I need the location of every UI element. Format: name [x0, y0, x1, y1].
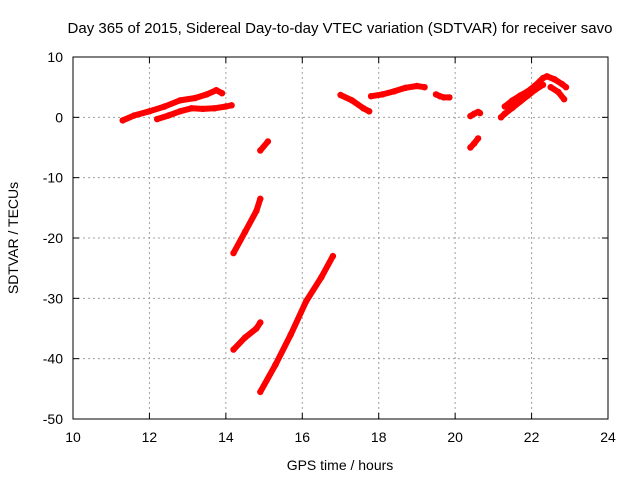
- data-point: [253, 325, 260, 332]
- data-point: [213, 87, 220, 94]
- data-point: [257, 319, 264, 326]
- data-point: [440, 94, 447, 101]
- data-point: [230, 346, 237, 353]
- data-point: [446, 94, 453, 101]
- data-point: [318, 274, 325, 281]
- data-point: [348, 97, 356, 104]
- data-point: [337, 91, 344, 99]
- series-layer: [119, 73, 570, 396]
- data-point: [516, 92, 524, 99]
- data-point: [257, 147, 264, 154]
- y-tick-label: 10: [47, 49, 63, 65]
- series-line-3: [230, 319, 264, 353]
- series-line-6: [337, 92, 373, 115]
- data-point: [360, 105, 367, 112]
- data-point: [402, 84, 409, 92]
- data-point: [176, 108, 184, 115]
- data-point: [130, 112, 138, 119]
- y-tick-label: -50: [43, 411, 63, 427]
- series-line-5: [257, 253, 336, 395]
- data-point: [421, 84, 428, 91]
- data-point: [257, 388, 264, 396]
- data-point: [474, 135, 482, 142]
- ticks: [72, 56, 609, 420]
- data-point: [272, 361, 279, 368]
- data-point: [509, 104, 516, 111]
- y-tick-label: -40: [43, 351, 63, 367]
- data-point: [241, 228, 249, 236]
- data-point: [379, 91, 386, 98]
- data-point: [509, 97, 516, 104]
- data-point: [524, 88, 531, 95]
- data-point: [211, 105, 218, 112]
- data-point: [501, 103, 508, 110]
- series-line-12: [501, 73, 569, 110]
- data-point: [241, 334, 249, 341]
- data-point: [551, 76, 558, 83]
- data-point: [230, 249, 237, 257]
- y-tick-label: -30: [43, 290, 63, 306]
- data-point: [390, 88, 398, 95]
- data-point: [366, 108, 373, 115]
- data-point: [302, 298, 310, 305]
- data-point: [555, 88, 562, 96]
- data-point: [165, 112, 172, 119]
- x-tick-label: 24: [600, 429, 616, 445]
- data-point: [287, 331, 294, 338]
- data-point: [467, 144, 474, 151]
- x-axis-label: GPS time / hours: [287, 457, 394, 473]
- series-line-2: [230, 195, 264, 257]
- data-point: [329, 252, 337, 260]
- grid: [73, 57, 608, 419]
- data-point: [188, 105, 195, 112]
- x-tick-label: 16: [294, 429, 310, 445]
- data-point: [562, 84, 570, 91]
- data-point: [228, 102, 235, 109]
- x-tick-label: 10: [65, 429, 81, 445]
- data-point: [547, 84, 554, 91]
- data-point: [161, 103, 168, 110]
- data-point: [199, 105, 207, 113]
- data-point: [222, 103, 230, 110]
- data-point: [367, 93, 375, 100]
- data-point: [560, 96, 568, 103]
- y-tick-label: 0: [55, 109, 63, 125]
- data-point: [532, 82, 539, 89]
- data-point: [218, 90, 226, 97]
- y-axis-label: SDTVAR / TECUs: [5, 182, 21, 294]
- data-point: [501, 110, 508, 117]
- data-point: [192, 94, 199, 102]
- data-point: [253, 207, 260, 215]
- data-point: [176, 97, 184, 104]
- x-tick-labels: 10 12 14 16 18 20 22 24: [65, 429, 616, 445]
- y-tick-labels: 10 0 -10 -20 -30 -40 -50: [43, 49, 63, 427]
- y-tick-label: -10: [43, 170, 63, 186]
- data-point: [264, 138, 272, 145]
- x-tick-label: 22: [524, 429, 540, 445]
- x-tick-label: 12: [142, 429, 158, 445]
- data-point: [476, 109, 484, 117]
- data-point: [119, 117, 126, 124]
- y-tick-label: -20: [43, 230, 63, 246]
- chart-title: Day 365 of 2015, Sidereal Day-to-day VTE…: [68, 20, 613, 37]
- data-point: [153, 115, 161, 123]
- data-point: [413, 82, 421, 90]
- x-tick-label: 20: [447, 429, 463, 445]
- data-point: [543, 73, 551, 80]
- x-tick-label: 14: [218, 429, 234, 445]
- data-point: [471, 140, 478, 147]
- x-tick-label: 18: [371, 429, 387, 445]
- data-point: [203, 91, 210, 98]
- data-point: [146, 108, 153, 115]
- data-point: [257, 195, 264, 202]
